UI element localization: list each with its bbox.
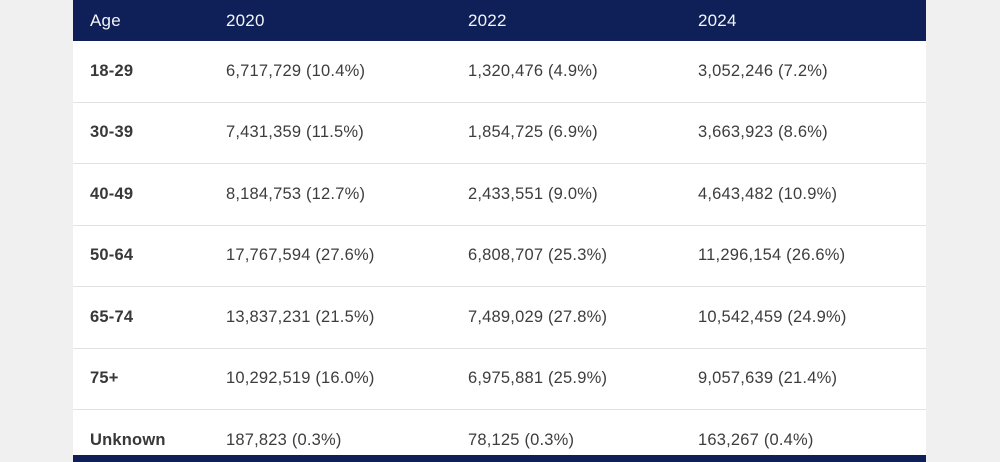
value-cell-2022: 6,975,881 (25.9%) (468, 369, 608, 388)
value-cell-2020: 8,184,753 (12.7%) (226, 184, 366, 203)
value-cell-2022: 7,489,029 (27.8%) (468, 307, 608, 326)
table-row: 18-29 6,717,729 (10.4%) 1,320,476 (4.9%) 3,… (73, 41, 926, 102)
column-header-2024: 2024 (698, 10, 737, 30)
value-cell-2022: 1,854,725 (6.9%) (468, 123, 598, 142)
value-cell-2020: 187,823 (0.3%) (226, 430, 342, 449)
value-cell-2022: 2,433,551 (9.0%) (468, 184, 598, 203)
table-row: 40-49 8,184,753 (12.7%) 2,433,551 (9.0%) 4,… (73, 163, 926, 225)
value-cell-2024: 10,542,459 (24.9%) (698, 307, 847, 326)
column-header-2022: 2022 (468, 10, 507, 30)
value-cell-2024: 4,643,482 (10.9%) (698, 184, 838, 203)
table-header-row: Age 2020 2022 2024 (73, 0, 926, 41)
age-group-cell: 18-29 (90, 61, 134, 80)
value-cell-2020: 17,767,594 (27.6%) (226, 246, 375, 265)
value-cell-2020: 7,431,359 (11.5%) (226, 123, 364, 142)
age-demographics-table: Age 2020 2022 2024 18-29 6,717,729 (10.4%… (73, 0, 926, 462)
age-group-cell: 65-74 (90, 307, 134, 326)
column-header-age: Age (90, 10, 121, 30)
value-cell-2024: 3,663,923 (8.6%) (698, 123, 828, 142)
value-cell-2022: 6,808,707 (25.3%) (468, 246, 608, 265)
table-row: 50-64 17,767,594 (27.6%) 6,808,707 (25.3%)… (73, 224, 926, 286)
value-cell-2024: 3,052,246 (7.2%) (698, 61, 828, 80)
age-group-cell: Unknown (90, 430, 166, 449)
value-cell-2020: 6,717,729 (10.4%) (226, 61, 366, 80)
table-row: 75+ 10,292,519 (16.0%) 6,975,881 (25.9%) 9,… (73, 347, 926, 409)
value-cell-2022: 78,125 (0.3%) (468, 430, 575, 449)
age-group-cell: 30-39 (90, 123, 134, 142)
next-section-header-edge (73, 455, 926, 462)
table-row: Unknown 187,823 (0.3%) 78,125 (0.3%) 163,26… (73, 409, 926, 462)
value-cell-2020: 10,292,519 (16.0%) (226, 369, 375, 388)
value-cell-2022: 1,320,476 (4.9%) (468, 61, 598, 80)
age-group-cell: 40-49 (90, 184, 134, 203)
value-cell-2024: 11,296,154 (26.6%) (698, 246, 846, 265)
value-cell-2020: 13,837,231 (21.5%) (226, 307, 375, 326)
age-group-cell: 75+ (90, 369, 119, 388)
value-cell-2024: 163,267 (0.4%) (698, 430, 814, 449)
age-group-cell: 50-64 (90, 246, 134, 265)
table-row: 30-39 7,431,359 (11.5%) 1,854,725 (6.9%) 3,… (73, 101, 926, 163)
table-row: 65-74 13,837,231 (21.5%) 7,489,029 (27.8%)… (73, 286, 926, 348)
value-cell-2024: 9,057,639 (21.4%) (698, 369, 838, 388)
column-header-2020: 2020 (226, 10, 265, 30)
table-body: 18-29 6,717,729 (10.4%) 1,320,476 (4.9%) 3,… (73, 41, 926, 462)
